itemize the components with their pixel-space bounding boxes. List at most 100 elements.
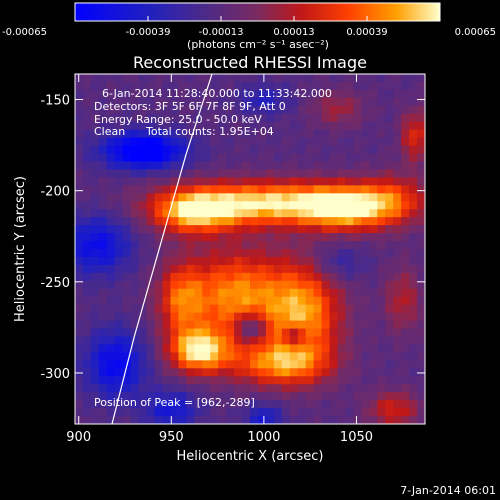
heatmap-cell	[417, 217, 425, 226]
heatmap-cell	[226, 129, 235, 139]
heatmap-cell	[329, 408, 339, 417]
heatmap-cell	[178, 113, 187, 123]
heatmap-cell	[345, 113, 354, 123]
heatmap-cell	[194, 241, 203, 250]
heatmap-cell	[297, 384, 307, 393]
heatmap-cell	[162, 408, 172, 417]
heatmap-cell	[305, 336, 315, 346]
heatmap-cell	[114, 288, 124, 298]
heatmap-cell	[337, 113, 347, 123]
heatmap-cell	[393, 233, 402, 242]
heatmap-cell	[313, 392, 323, 401]
heatmap-cell	[377, 344, 386, 353]
heatmap-cell	[122, 121, 132, 131]
heatmap-cell	[393, 256, 402, 266]
heatmap-cell	[218, 344, 227, 353]
heatmap-cell	[273, 272, 283, 282]
heatmap-cell	[122, 368, 132, 377]
heatmap-cell	[273, 296, 283, 306]
heatmap-cell	[321, 185, 331, 194]
heatmap-cell	[138, 145, 148, 155]
heatmap-cell	[417, 400, 425, 409]
heatmap-cell	[401, 89, 410, 99]
heatmap-cell	[345, 256, 354, 266]
heatmap-cell	[234, 185, 243, 194]
heatmap-cell	[401, 169, 410, 178]
heatmap-cell	[289, 288, 299, 298]
heatmap-cell	[257, 161, 267, 171]
heatmap-cell	[130, 129, 140, 139]
heatmap-cell	[289, 241, 299, 250]
heatmap-cell	[210, 121, 219, 131]
heatmap-cell	[401, 360, 410, 369]
heatmap-cell	[162, 153, 172, 163]
heatmap-cell	[234, 225, 243, 234]
heatmap-cell	[281, 145, 291, 155]
heatmap-cell	[170, 280, 179, 290]
heatmap-cell	[170, 249, 179, 258]
heatmap-cell	[75, 328, 84, 338]
heatmap-cell	[242, 312, 251, 322]
heatmap-cell	[281, 177, 291, 186]
heatmap-cell	[106, 177, 116, 186]
heatmap-cell	[106, 288, 116, 298]
heatmap-cell	[377, 400, 386, 409]
heatmap-cell	[417, 344, 425, 353]
heatmap-cell	[114, 408, 124, 417]
heatmap-cell	[329, 304, 339, 314]
heatmap-cell	[385, 352, 394, 361]
heatmap-cell	[170, 400, 179, 409]
heatmap-cell	[114, 280, 124, 290]
heatmap-cell	[218, 280, 227, 290]
heatmap-cell	[170, 137, 179, 147]
heatmap-cell	[393, 169, 402, 178]
heatmap-cell	[82, 368, 92, 377]
heatmap-cell	[321, 360, 331, 369]
heatmap-cell	[194, 272, 203, 282]
heatmap-cell	[122, 193, 132, 202]
heatmap-cell	[313, 304, 323, 314]
heatmap-cell	[265, 177, 275, 186]
heatmap-cell	[385, 241, 394, 250]
heatmap-cell	[273, 81, 283, 91]
heatmap-cell	[202, 320, 211, 330]
heatmap-cell	[345, 360, 354, 369]
heatmap-cell	[273, 256, 283, 266]
heatmap-cell	[369, 153, 378, 163]
heatmap-cell	[106, 368, 116, 377]
heatmap-cell	[321, 256, 331, 266]
heatmap-cell	[162, 352, 172, 361]
heatmap-cell	[75, 153, 84, 163]
heatmap-cell	[154, 153, 164, 163]
heatmap-cell	[289, 233, 299, 242]
heatmap-cell	[170, 193, 179, 202]
heatmap-cell	[369, 328, 378, 338]
heatmap-cell	[194, 296, 203, 306]
heatmap-cell	[106, 217, 116, 226]
heatmap-cell	[369, 74, 378, 83]
heatmap-cell	[138, 320, 148, 330]
heatmap-cell	[106, 360, 116, 369]
heatmap-cell	[281, 113, 291, 123]
heatmap-cell	[114, 113, 124, 123]
heatmap-cell	[305, 113, 315, 123]
heatmap-cell	[401, 312, 410, 322]
heatmap-cell	[226, 137, 235, 147]
heatmap-cell	[90, 312, 100, 322]
heatmap-cell	[106, 344, 116, 353]
heatmap-cell	[234, 105, 243, 115]
heatmap-cell	[345, 312, 354, 322]
heatmap-cell	[377, 81, 386, 91]
heatmap-cell	[90, 209, 100, 218]
heatmap-cell	[353, 161, 362, 171]
heatmap-cell	[257, 304, 267, 314]
heatmap-cell	[226, 241, 235, 250]
heatmap-cell	[130, 392, 140, 401]
heatmap-cell	[242, 368, 251, 377]
heatmap-cell	[154, 217, 164, 226]
heatmap-cell	[329, 161, 339, 171]
heatmap-cell	[377, 264, 386, 274]
heatmap-cell	[130, 360, 140, 369]
heatmap-cell	[417, 296, 425, 306]
heatmap-cell	[337, 416, 347, 424]
